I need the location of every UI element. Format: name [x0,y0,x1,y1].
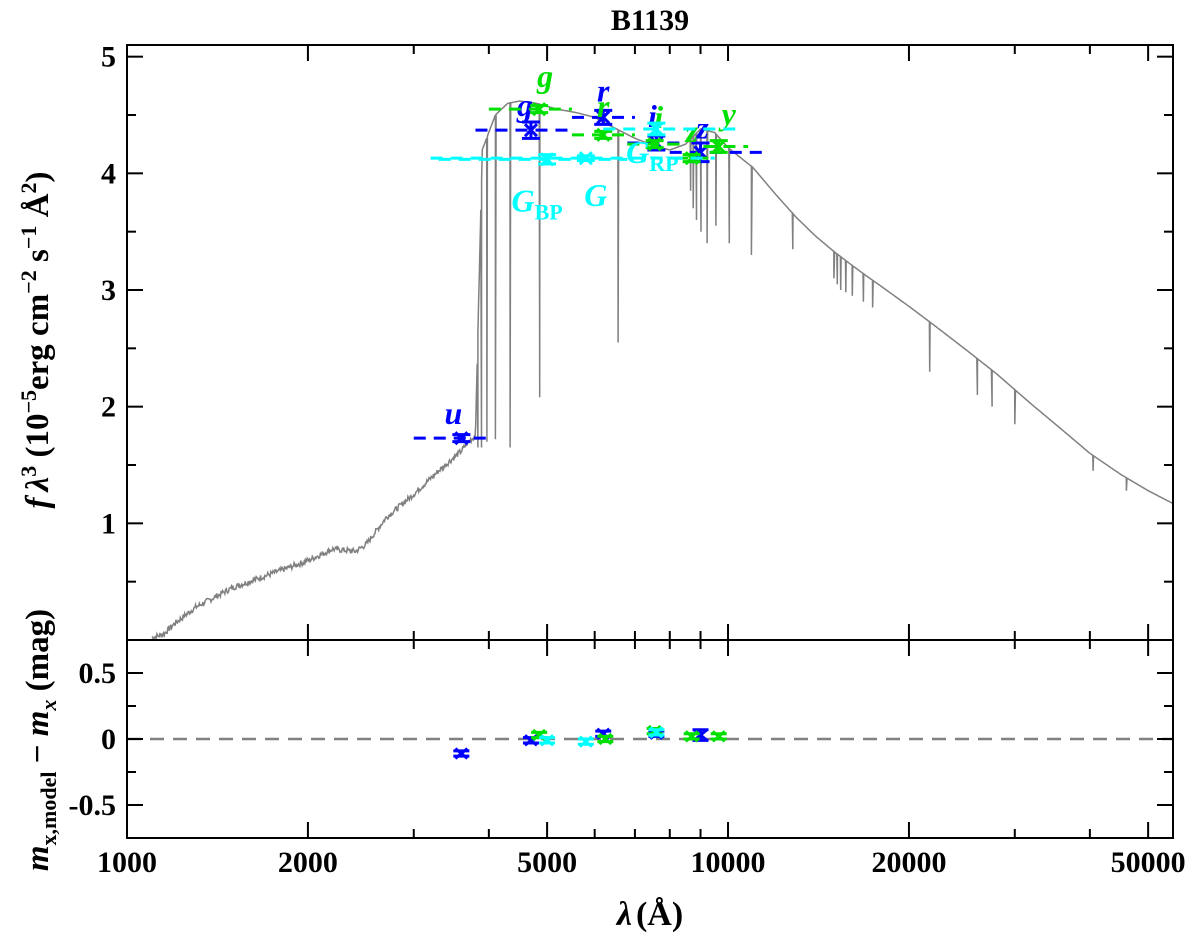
data-marker [532,102,547,117]
data-marker [454,747,469,760]
x-tick-label: 2000 [278,846,338,879]
photometry-point-pan-starrs-g: g [488,58,572,117]
photometry-point-sdss-r: r [571,72,635,126]
photometry-point-pan-starrs-i: i [627,99,680,152]
y-tick-label: 5 [101,41,116,74]
top-y-axis-label: fλ3 (10−5erg cm−2 s−1 Å2) [16,172,56,509]
data-marker [540,734,555,747]
data-marker [596,110,611,125]
band-label: g [516,87,533,123]
data-marker [523,123,539,138]
y-tick-label: 0 [101,723,116,756]
data-marker [540,152,555,167]
band-label: G [584,177,607,213]
y-tick-label: 1 [101,507,116,540]
y-tick-label: 3 [101,274,116,307]
band-label: i [654,99,663,135]
residual-point-g_bp [539,734,556,747]
x-tick-label: 10000 [691,846,766,879]
band-label: z [695,109,709,145]
band-label: i [648,98,657,134]
data-marker [649,726,664,739]
band-label: r [597,72,610,108]
data-marker [596,127,611,142]
band-label: GBP [511,182,562,224]
residual-point-r [597,732,614,746]
data-marker [693,145,708,160]
x-axis-label: λ (Å) [615,896,683,933]
residual-point-g [577,735,594,748]
y-tick-label: -0.5 [69,789,117,822]
photometry-point-pan-starrs-y: y [703,96,749,154]
data-marker [454,431,469,446]
band-label: u [444,395,462,431]
photometry-point-sdss-u: u [413,395,489,446]
photometry-point-pan-starrs-r: r [571,88,635,142]
band-label: z [684,113,698,149]
model-spectrum-line [151,100,1173,640]
bottom-panel-frame [126,639,1174,839]
x-tick-label: 20000 [871,846,946,879]
band-label: g [536,58,553,94]
residual-point-y [710,730,727,743]
bottom-y-axis-label: mx,model − mx (mag) [20,609,61,871]
photometry-point-gaia-g: G [430,151,715,213]
data-marker [711,139,726,154]
residual-point-z [683,730,700,743]
y-tick-label: 0.5 [79,657,117,690]
x-tick-label: 50000 [1111,846,1186,879]
photometry-point-sdss-g: g [475,87,572,140]
band-label: r [597,88,610,124]
band-label: y [718,96,737,132]
data-marker [711,730,726,743]
residuals-layer [453,724,727,760]
residual-point-u [453,747,470,760]
residual-point-g_rp [648,726,665,739]
x-tick-label: 1000 [97,846,157,879]
data-marker [649,121,664,137]
model-spectrum-layer [151,100,1173,640]
y-tick-label: 2 [101,391,116,424]
chart-title: B1139 [611,4,689,37]
axis-ticks [126,45,1173,838]
data-marker [578,151,593,166]
data-marker [647,137,662,152]
y-tick-label: 4 [101,157,116,190]
axis-tick-labels: 1000 2000 5000 10000 20000 50000 1 2 3 4 5 0.5 0 -0.5 [69,41,1186,879]
x-tick-label: 5000 [517,846,577,879]
data-marker [578,735,593,748]
data-marker [684,730,699,743]
data-marker [598,732,613,746]
